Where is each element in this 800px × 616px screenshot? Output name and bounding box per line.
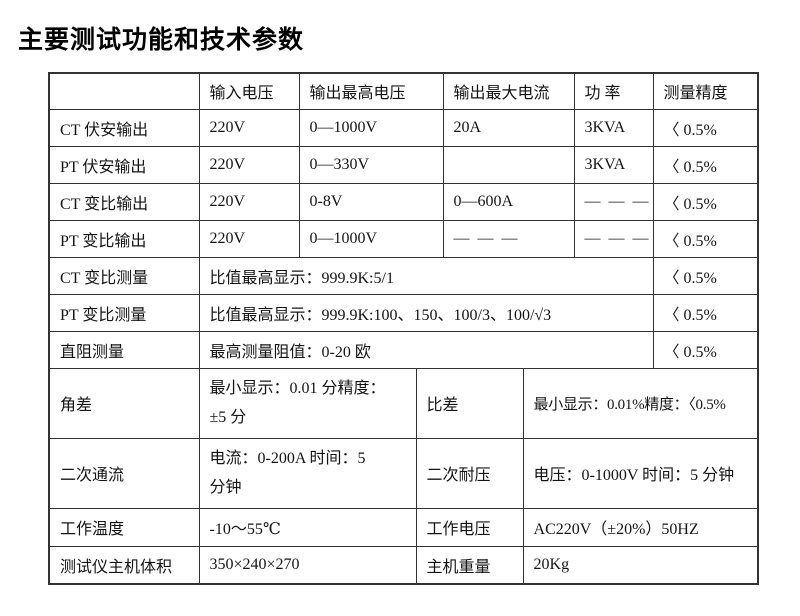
cell-value-right: AC220V（±20%）50HZ (522, 507, 759, 547)
header-row: 输入电压 输出最高电压 输出最大电流 功 率 测量精度 (48, 72, 759, 110)
cell-input-voltage: 220V (198, 219, 300, 258)
cell-accuracy: 〈 0.5% (652, 256, 759, 295)
cell-value-right: 最小显示：0.01%精度：〈0.5% (522, 367, 759, 439)
row-ct-ratio-output: CT 变比输出 220V 0-8V 0—600A — — — 〈 0.5% (48, 182, 759, 221)
header-empty-cell (48, 72, 200, 110)
row-pt-ratio-measure: PT 变比测量 比值最高显示：999.9K:100、150、100/3、100/… (48, 293, 759, 332)
cell-value-right: 20Kg (522, 545, 759, 585)
page-title: 主要测试功能和技术参数 (18, 27, 305, 54)
cell-measure-value: 最高测量阻值：0-20 欧 (198, 330, 654, 369)
row-host-size: 测试仪主机体积 350×240×270 主机重量 20Kg (48, 545, 759, 585)
cell-value-left: 350×240×270 (198, 545, 417, 585)
cell-max-voltage: 0—1000V (298, 108, 444, 147)
cell-power: 3KVA (573, 145, 654, 184)
row-label: 测试仪主机体积 (48, 545, 200, 585)
cell-accuracy: 〈 0.5% (652, 108, 759, 147)
row-ct-ratio-measure: CT 变比测量 比值最高显示：999.9K:5/1 〈 0.5% (48, 256, 759, 295)
cell-input-voltage: 220V (198, 108, 300, 147)
row-angle-difference: 角差 最小显示：0.01 分精度： ±5 分 比差 最小显示：0.01%精度：〈… (48, 367, 759, 439)
row-resistance-measure: 直阻测量 最高测量阻值：0-20 欧 〈 0.5% (48, 330, 759, 369)
cell-measure-value: 比值最高显示：999.9K:100、150、100/3、100/√3 (198, 293, 654, 332)
row-label: 工作温度 (48, 507, 200, 547)
cell-accuracy: 〈 0.5% (652, 182, 759, 221)
cell-accuracy: 〈 0.5% (652, 145, 759, 184)
cell-label-right: 比差 (415, 367, 524, 439)
row-label: PT 伏安输出 (48, 145, 200, 184)
header-max-output-current: 输出最大电流 (442, 72, 575, 110)
row-label: 直阻测量 (48, 330, 200, 369)
header-input-voltage: 输入电压 (198, 72, 300, 110)
cell-accuracy: 〈 0.5% (652, 219, 759, 258)
cell-input-voltage: 220V (198, 182, 300, 221)
cell-accuracy: 〈 0.5% (652, 293, 759, 332)
row-label: CT 变比测量 (48, 256, 200, 295)
header-accuracy: 测量精度 (652, 72, 759, 110)
row-label: CT 变比输出 (48, 182, 200, 221)
cell-value-right: 电压：0-1000V 时间：5 分钟 (522, 437, 759, 509)
cell-max-voltage: 0-8V (298, 182, 444, 221)
cell-power: — — — (573, 182, 654, 221)
cell-label-right: 工作电压 (415, 507, 524, 547)
cell-measure-value: 比值最高显示：999.9K:5/1 (198, 256, 654, 295)
row-label: CT 伏安输出 (48, 108, 200, 147)
cell-max-current (442, 145, 575, 184)
row-label: PT 变比测量 (48, 293, 200, 332)
cell-value-left: 电流：0-200A 时间：5 分钟 (198, 437, 417, 509)
row-label: 角差 (48, 367, 200, 439)
row-ct-va-output: CT 伏安输出 220V 0—1000V 20A 3KVA 〈 0.5% (48, 108, 759, 147)
cell-max-current: 0—600A (442, 182, 575, 221)
cell-power: — — — (573, 219, 654, 258)
cell-label-right: 主机重量 (415, 545, 524, 585)
row-pt-ratio-output: PT 变比输出 220V 0—1000V — — — — — — 〈 0.5% (48, 219, 759, 258)
cell-value-left: -10～55℃ (198, 507, 417, 547)
row-label: 二次通流 (48, 437, 200, 509)
cell-accuracy: 〈 0.5% (652, 330, 759, 369)
cell-power: 3KVA (573, 108, 654, 147)
cell-max-current: 20A (442, 108, 575, 147)
cell-input-voltage: 220V (198, 145, 300, 184)
cell-max-current: — — — (442, 219, 575, 258)
spec-table: 输入电压 输出最高电压 输出最大电流 功 率 测量精度 CT 伏安输出 220V… (48, 72, 760, 585)
cell-label-right: 二次耐压 (415, 437, 524, 509)
row-pt-va-output: PT 伏安输出 220V 0—330V 3KVA 〈 0.5% (48, 145, 759, 184)
cell-max-voltage: 0—1000V (298, 219, 444, 258)
header-max-output-voltage: 输出最高电压 (298, 72, 444, 110)
row-label: PT 变比输出 (48, 219, 200, 258)
header-power: 功 率 (573, 72, 654, 110)
cell-value-left: 最小显示：0.01 分精度： ±5 分 (198, 367, 417, 439)
row-working-temperature: 工作温度 -10～55℃ 工作电压 AC220V（±20%）50HZ (48, 507, 759, 547)
row-secondary-current: 二次通流 电流：0-200A 时间：5 分钟 二次耐压 电压：0-1000V 时… (48, 437, 759, 509)
cell-max-voltage: 0—330V (298, 145, 444, 184)
